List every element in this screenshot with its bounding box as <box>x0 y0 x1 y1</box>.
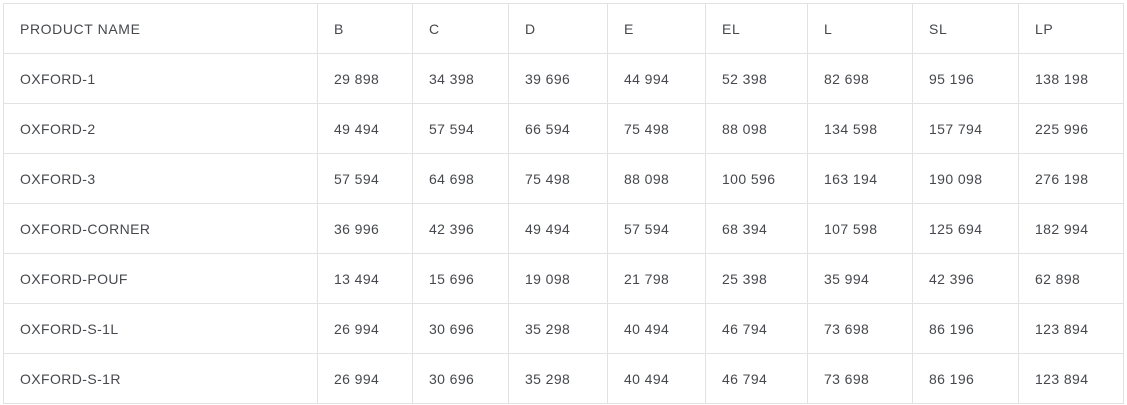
product-name-cell: OXFORD-S-1L <box>3 303 318 354</box>
column-header-sl: SL <box>912 3 1019 54</box>
price-cell: 57 594 <box>607 203 706 254</box>
price-cell: 44 994 <box>607 53 706 104</box>
price-cell: 64 698 <box>412 153 509 204</box>
price-cell: 123 894 <box>1018 353 1124 404</box>
table-row: OXFORD-S-1L 26 994 30 696 35 298 40 494 … <box>3 303 1124 354</box>
price-cell: 35 298 <box>508 303 608 354</box>
price-cell: 52 398 <box>705 53 808 104</box>
price-cell: 75 498 <box>508 153 608 204</box>
price-cell: 36 996 <box>317 203 413 254</box>
column-header-c: C <box>412 3 509 54</box>
column-header-e: E <box>607 3 706 54</box>
price-cell: 26 994 <box>317 303 413 354</box>
price-cell: 21 798 <box>607 253 706 304</box>
price-cell: 190 098 <box>912 153 1019 204</box>
table-row: OXFORD-2 49 494 57 594 66 594 75 498 88 … <box>3 103 1124 154</box>
product-name-cell: OXFORD-S-1R <box>3 353 318 404</box>
table-row: OXFORD-1 29 898 34 398 39 696 44 994 52 … <box>3 53 1124 104</box>
column-header-d: D <box>508 3 608 54</box>
price-cell: 46 794 <box>705 303 808 354</box>
price-cell: 15 696 <box>412 253 509 304</box>
price-cell: 73 698 <box>807 303 913 354</box>
column-header-l: L <box>807 3 913 54</box>
table-row: OXFORD-CORNER 36 996 42 396 49 494 57 59… <box>3 203 1124 254</box>
price-cell: 100 596 <box>705 153 808 204</box>
product-name-cell: OXFORD-POUF <box>3 253 318 304</box>
price-cell: 25 398 <box>705 253 808 304</box>
product-name-cell: OXFORD-2 <box>3 103 318 154</box>
price-cell: 29 898 <box>317 53 413 104</box>
table-row: OXFORD-3 57 594 64 698 75 498 88 098 100… <box>3 153 1124 204</box>
price-cell: 138 198 <box>1018 53 1124 104</box>
price-cell: 49 494 <box>508 203 608 254</box>
price-cell: 88 098 <box>607 153 706 204</box>
price-cell: 86 196 <box>912 353 1019 404</box>
price-cell: 68 394 <box>705 203 808 254</box>
product-name-cell: OXFORD-3 <box>3 153 318 204</box>
price-cell: 88 098 <box>705 103 808 154</box>
price-cell: 13 494 <box>317 253 413 304</box>
price-cell: 30 696 <box>412 303 509 354</box>
price-cell: 125 694 <box>912 203 1019 254</box>
price-cell: 49 494 <box>317 103 413 154</box>
price-cell: 75 498 <box>607 103 706 154</box>
price-cell: 182 994 <box>1018 203 1124 254</box>
price-cell: 95 196 <box>912 53 1019 104</box>
price-cell: 57 594 <box>412 103 509 154</box>
price-cell: 66 594 <box>508 103 608 154</box>
table-header-row: PRODUCT NAME B C D E EL L SL LP <box>3 3 1124 54</box>
price-cell: 107 598 <box>807 203 913 254</box>
price-cell: 276 198 <box>1018 153 1124 204</box>
price-cell: 40 494 <box>607 303 706 354</box>
price-cell: 157 794 <box>912 103 1019 154</box>
price-cell: 57 594 <box>317 153 413 204</box>
price-cell: 39 696 <box>508 53 608 104</box>
price-cell: 34 398 <box>412 53 509 104</box>
column-header-el: EL <box>705 3 808 54</box>
price-cell: 42 396 <box>412 203 509 254</box>
table-row: OXFORD-S-1R 26 994 30 696 35 298 40 494 … <box>3 353 1124 404</box>
column-header-lp: LP <box>1018 3 1124 54</box>
price-cell: 62 898 <box>1018 253 1124 304</box>
column-header-b: B <box>317 3 413 54</box>
price-cell: 30 696 <box>412 353 509 404</box>
product-name-cell: OXFORD-CORNER <box>3 203 318 254</box>
price-cell: 46 794 <box>705 353 808 404</box>
price-cell: 86 196 <box>912 303 1019 354</box>
price-cell: 35 994 <box>807 253 913 304</box>
column-header-product-name: PRODUCT NAME <box>3 3 318 54</box>
table-row: OXFORD-POUF 13 494 15 696 19 098 21 798 … <box>3 253 1124 304</box>
price-cell: 82 698 <box>807 53 913 104</box>
price-cell: 40 494 <box>607 353 706 404</box>
product-name-cell: OXFORD-1 <box>3 53 318 104</box>
price-cell: 42 396 <box>912 253 1019 304</box>
price-cell: 163 194 <box>807 153 913 204</box>
price-cell: 123 894 <box>1018 303 1124 354</box>
price-cell: 19 098 <box>508 253 608 304</box>
price-table: PRODUCT NAME B C D E EL L SL LP OXFORD-1… <box>3 3 1124 404</box>
price-cell: 26 994 <box>317 353 413 404</box>
price-cell: 225 996 <box>1018 103 1124 154</box>
price-cell: 134 598 <box>807 103 913 154</box>
price-cell: 73 698 <box>807 353 913 404</box>
price-cell: 35 298 <box>508 353 608 404</box>
